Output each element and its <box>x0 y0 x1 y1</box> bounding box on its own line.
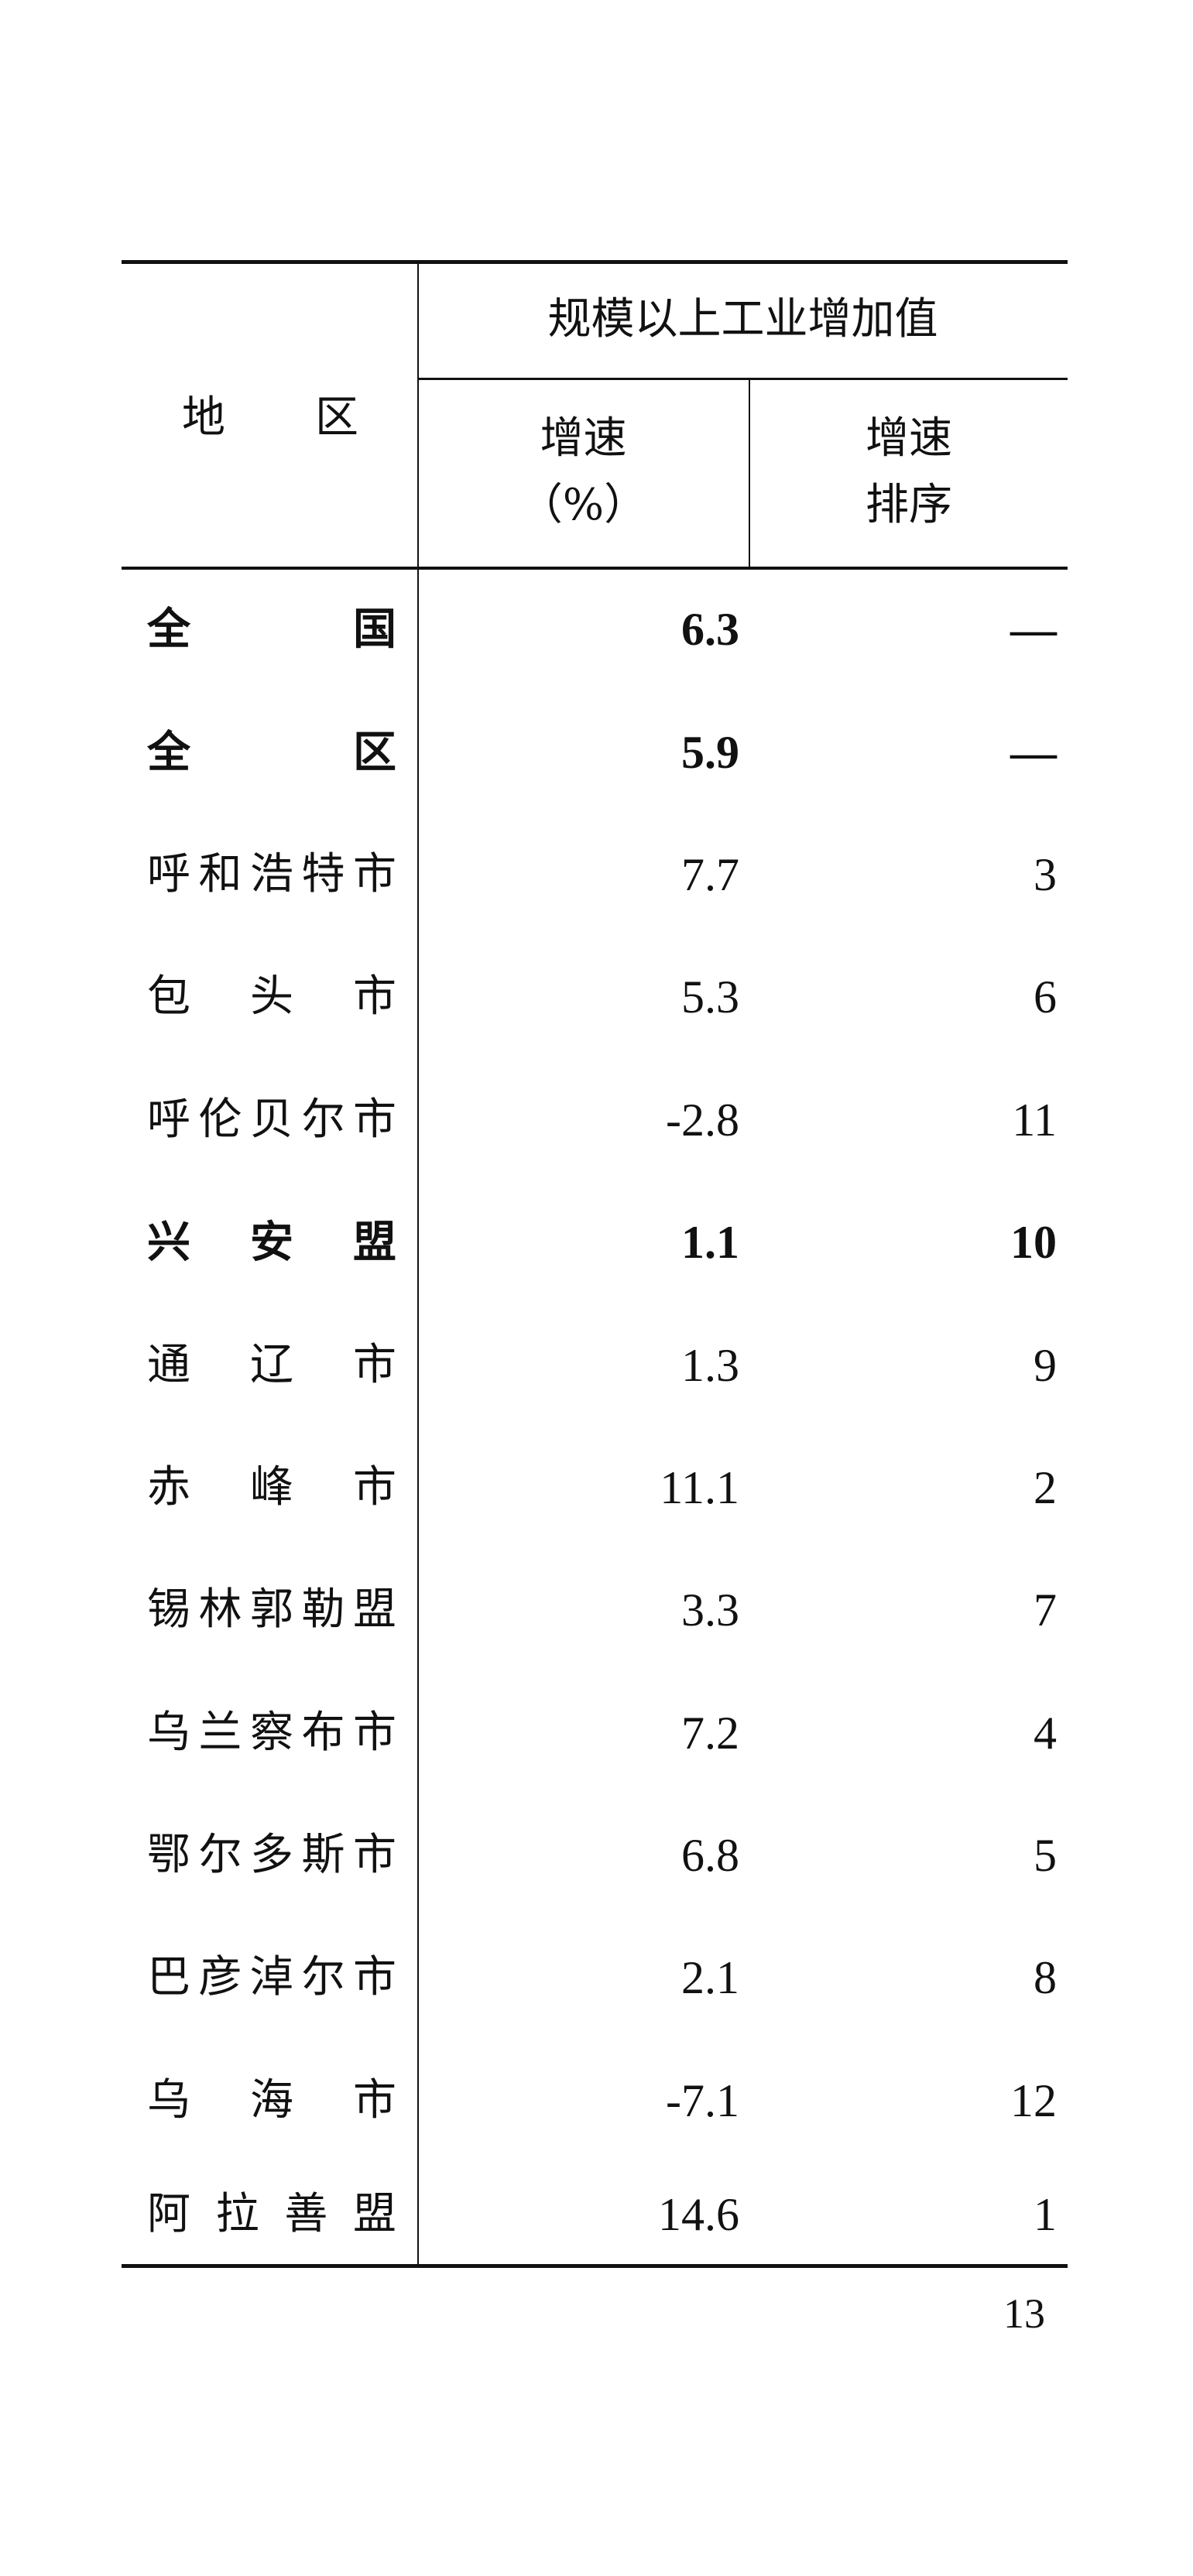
table-bottom-rule <box>122 2264 1068 2268</box>
growth-value: 1.3 <box>681 1340 739 1391</box>
growth-rank: 1 <box>1034 2189 1057 2240</box>
header-growth-line-2: （%） <box>519 480 648 530</box>
growth-value: 5.9 <box>681 727 739 778</box>
subheader-divider <box>749 379 750 568</box>
growth-rank: — <box>1010 604 1057 655</box>
header-rank-line-1: 增速 <box>866 413 952 464</box>
table-top-rule <box>122 260 1068 264</box>
growth-value: 1.1 <box>681 1217 739 1268</box>
region-name: 全区 <box>147 727 396 778</box>
growth-value: 2.1 <box>681 1952 739 2003</box>
region-name: 鄂尔多斯市 <box>147 1830 396 1880</box>
growth-rank: 11 <box>1012 1094 1057 1146</box>
header-group-rule <box>418 378 1068 380</box>
region-name: 呼和浩特市 <box>147 849 396 899</box>
growth-rank: 6 <box>1034 971 1057 1023</box>
growth-value: -2.8 <box>666 1094 739 1146</box>
growth-rank: 7 <box>1034 1584 1057 1636</box>
page-number: 13 <box>1003 2290 1045 2337</box>
growth-value: 7.2 <box>681 1708 739 1759</box>
header-group-title: 规模以上工业增加值 <box>547 294 938 344</box>
growth-rank: 2 <box>1034 1462 1057 1513</box>
header-region-char-2: 区 <box>315 392 358 443</box>
region-column-divider <box>417 262 419 2266</box>
region-name: 通辽市 <box>147 1340 396 1390</box>
growth-value: 6.8 <box>681 1830 739 1881</box>
growth-rank: 10 <box>1010 1217 1057 1268</box>
growth-value: 3.3 <box>681 1584 739 1636</box>
region-name: 包头市 <box>147 971 396 1022</box>
growth-value: 5.3 <box>681 971 739 1023</box>
region-name: 阿拉善盟 <box>147 2189 396 2239</box>
growth-value: 14.6 <box>658 2189 739 2240</box>
header-rank-line-2: 排序 <box>866 480 952 530</box>
region-name: 乌海市 <box>147 2075 396 2126</box>
growth-rank: 3 <box>1034 849 1057 900</box>
growth-rank: — <box>1010 727 1057 778</box>
region-name: 巴彦淖尔市 <box>147 1952 396 2002</box>
growth-rank: 9 <box>1034 1340 1057 1391</box>
region-name: 锡林郭勒盟 <box>147 1584 396 1635</box>
header-growth-line-1: 增速 <box>540 413 627 464</box>
growth-value: 7.7 <box>681 849 739 900</box>
region-name: 赤峰市 <box>147 1462 396 1512</box>
growth-rank: 5 <box>1034 1830 1057 1881</box>
growth-rank: 8 <box>1034 1952 1057 2003</box>
header-bottom-rule <box>122 567 1068 570</box>
region-name: 全国 <box>147 604 396 655</box>
growth-value: 6.3 <box>681 604 739 655</box>
growth-value: 11.1 <box>660 1462 739 1513</box>
region-name: 乌兰察布市 <box>147 1708 396 1758</box>
growth-rank: 12 <box>1010 2075 1057 2126</box>
region-name: 呼伦贝尔市 <box>147 1094 396 1145</box>
region-name: 兴安盟 <box>147 1217 396 1268</box>
header-region-char-1: 地 <box>182 392 225 443</box>
growth-rank: 4 <box>1034 1708 1057 1759</box>
growth-value: -7.1 <box>666 2075 739 2126</box>
